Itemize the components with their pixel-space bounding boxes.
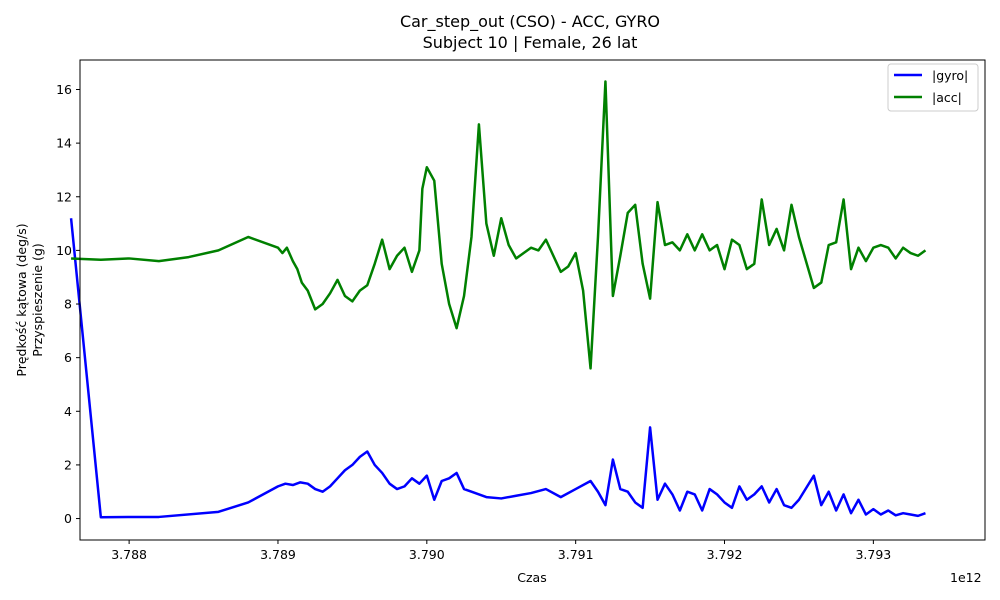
x-axis-label: Czas: [517, 570, 546, 585]
legend-label-acc: |acc|: [932, 90, 962, 105]
x-tick-label: 3.791: [558, 547, 594, 562]
y-axis-label-line1: Prędkość kątowa (deg/s): [14, 223, 29, 376]
y-tick-label: 4: [64, 404, 72, 419]
series-line-gyro: [69, 218, 926, 519]
x-tick-label: 3.793: [855, 547, 891, 562]
legend-label-gyro: |gyro|: [932, 68, 968, 83]
y-axis: 0 2 4 6 8 10 12 14 16: [56, 82, 80, 526]
chart-title: Car_step_out (CSO) - ACC, GYRO: [400, 12, 660, 32]
x-tick-label: 3.792: [707, 547, 743, 562]
chart-subtitle: Subject 10 | Female, 26 lat: [423, 33, 638, 52]
plot-frame: [79, 59, 986, 541]
legend: |gyro| |acc|: [887, 63, 979, 112]
x-tick-label: 3.788: [111, 547, 147, 562]
x-axis: 3.788 3.789 3.790 3.791 3.792 3.793: [111, 540, 891, 562]
series-line-acc: [71, 80, 927, 370]
x-tick-label: 3.790: [409, 547, 445, 562]
y-tick-label: 16: [56, 82, 72, 97]
x-axis-offset-label: 1e12: [950, 570, 982, 585]
y-tick-label: 12: [56, 189, 72, 204]
y-tick-label: 10: [56, 243, 72, 258]
y-axis-label-line2: Przyspieszenie (g): [30, 243, 45, 357]
y-tick-label: 6: [64, 350, 72, 365]
y-tick-label: 8: [64, 297, 72, 312]
y-tick-label: 2: [64, 457, 72, 472]
x-tick-label: 3.789: [260, 547, 296, 562]
y-tick-label: 14: [56, 136, 72, 151]
y-tick-label: 0: [64, 511, 72, 526]
plot-lines: [69, 80, 927, 519]
